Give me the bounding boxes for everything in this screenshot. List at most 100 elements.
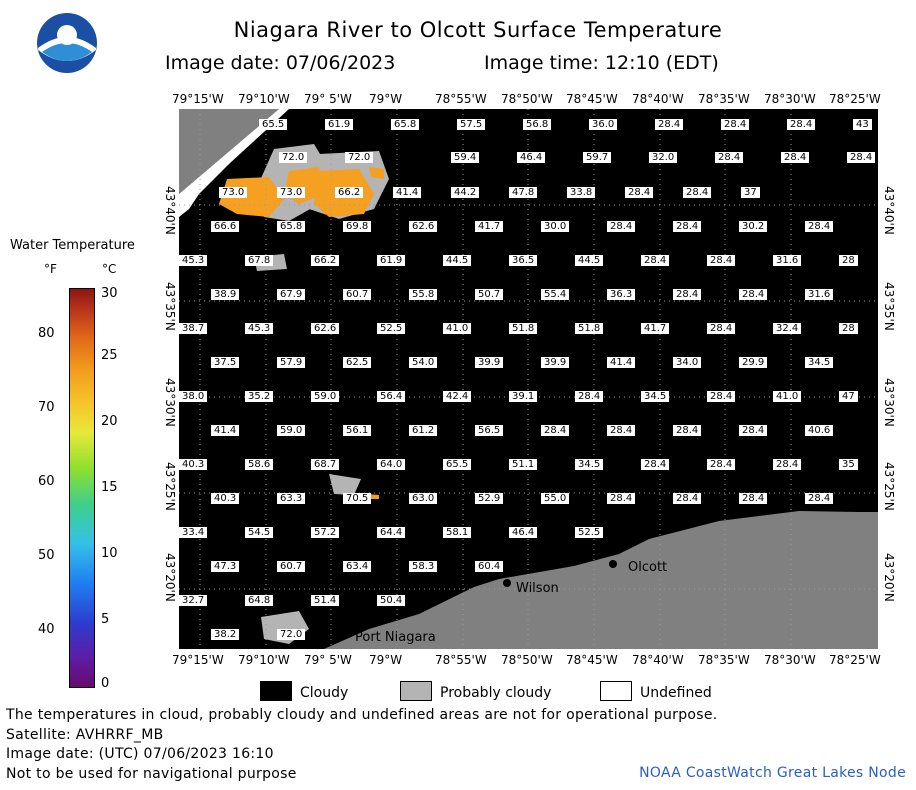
probably-cloudy-label: Probably cloudy xyxy=(440,685,552,701)
temperature-value: 28.4 xyxy=(739,493,768,504)
temperature-value: 62.6 xyxy=(311,323,340,334)
temperature-value: 57.9 xyxy=(277,357,306,368)
temperature-value: 37.5 xyxy=(211,357,240,368)
temperature-value: 60.7 xyxy=(277,561,306,572)
temperature-value: 39.9 xyxy=(475,357,504,368)
temperature-value: 47.8 xyxy=(509,187,538,198)
image-time: Image time: 12:10 (EDT) xyxy=(484,52,719,74)
temperature-value: 28 xyxy=(839,323,858,334)
longitude-label: 78°50'W xyxy=(501,653,553,667)
temperature-value: 69.8 xyxy=(343,221,372,232)
temperature-value: 28.4 xyxy=(773,459,802,470)
latitude-label: 43°25'N xyxy=(163,462,177,511)
temperature-value: 56.4 xyxy=(377,391,406,402)
temperature-value: 28.4 xyxy=(655,119,684,130)
temperature-value: 34.5 xyxy=(805,357,834,368)
temperature-value: 31.6 xyxy=(805,289,834,300)
unit-celsius: °C xyxy=(102,262,117,276)
temperature-value: 41.0 xyxy=(443,323,472,334)
temperature-value: 40.6 xyxy=(805,425,834,436)
latitude-label: 43°40'N xyxy=(882,186,896,235)
temperature-value: 72.0 xyxy=(345,152,374,163)
temperature-value: 52.9 xyxy=(475,493,504,504)
temperature-value: 55.4 xyxy=(541,289,570,300)
temperature-value: 28.4 xyxy=(715,152,744,163)
longitude-label: 78°45'W xyxy=(566,92,618,106)
longitude-label: 78°55'W xyxy=(435,653,487,667)
latitude-label: 43°35'N xyxy=(882,282,896,331)
temperature-value: 28.4 xyxy=(707,323,736,334)
noaa-logo xyxy=(36,12,98,74)
temperature-value: 35.2 xyxy=(245,391,274,402)
temperature-value: 28.4 xyxy=(721,119,750,130)
temperature-value: 58.6 xyxy=(245,459,274,470)
place-olcott: Olcott xyxy=(628,560,668,575)
temperature-value: 38.2 xyxy=(211,629,240,640)
temperature-value: 28.4 xyxy=(739,289,768,300)
olcott-marker xyxy=(609,560,617,568)
temperature-value: 64.4 xyxy=(377,527,406,538)
temperature-value: 56.1 xyxy=(343,425,372,436)
fahrenheit-tick: 60 xyxy=(38,474,55,489)
temperature-value: 66.2 xyxy=(311,255,340,266)
temperature-value: 42.4 xyxy=(443,391,472,402)
temperature-value: 28.4 xyxy=(641,459,670,470)
temperature-value: 54.5 xyxy=(245,527,274,538)
temperature-value: 50.7 xyxy=(475,289,504,300)
latitude-label: 43°35'N xyxy=(163,282,177,331)
temperature-value: 28.4 xyxy=(575,391,604,402)
temperature-value: 67.8 xyxy=(245,255,274,266)
temperature-value: 28.4 xyxy=(805,221,834,232)
cloudy-swatch xyxy=(260,681,292,701)
temperature-value: 57.5 xyxy=(457,119,486,130)
temperature-value: 64.0 xyxy=(377,459,406,470)
footer-satellite: Satellite: AVHRRF_MB xyxy=(6,727,164,743)
temperature-value: 60.4 xyxy=(475,561,504,572)
temperature-value: 52.5 xyxy=(377,323,406,334)
temperature-value: 61.9 xyxy=(325,119,354,130)
temperature-value: 40.3 xyxy=(179,459,208,470)
temperature-value: 28.4 xyxy=(607,221,636,232)
longitude-label: 78°50'W xyxy=(501,92,553,106)
latitude-label: 43°20'N xyxy=(882,553,896,602)
temperature-value: 51.1 xyxy=(509,459,538,470)
temperature-value: 28.4 xyxy=(673,221,702,232)
temperature-value: 28.4 xyxy=(781,152,810,163)
temperature-value: 59.0 xyxy=(277,425,306,436)
temperature-value: 58.1 xyxy=(443,527,472,538)
fahrenheit-tick: 70 xyxy=(38,400,55,415)
temperature-value: 35 xyxy=(839,459,858,470)
undefined-swatch xyxy=(600,681,632,701)
temperature-value: 28.4 xyxy=(607,493,636,504)
temperature-value: 44.5 xyxy=(575,255,604,266)
fahrenheit-tick: 80 xyxy=(38,326,55,341)
celsius-tick: 15 xyxy=(101,480,118,495)
temperature-value: 45.3 xyxy=(179,255,208,266)
longitude-label: 79°10'W xyxy=(238,92,290,106)
temperature-value: 32.0 xyxy=(649,152,678,163)
temperature-value: 28.4 xyxy=(541,425,570,436)
temperature-value: 55.8 xyxy=(409,289,438,300)
longitude-label: 78°40'W xyxy=(632,92,684,106)
temperature-value: 39.1 xyxy=(509,391,538,402)
temperature-value: 28.4 xyxy=(805,493,834,504)
temperature-value: 43 xyxy=(853,119,872,130)
page-title: Niagara River to Olcott Surface Temperat… xyxy=(233,18,723,42)
longitude-label: 79° 5'W xyxy=(304,653,352,667)
temperature-value: 28.4 xyxy=(707,255,736,266)
temperature-value: 28.4 xyxy=(787,119,816,130)
celsius-tick: 5 xyxy=(101,612,110,627)
temperature-value: 60.7 xyxy=(343,289,372,300)
temperature-value: 51.4 xyxy=(311,595,340,606)
temperature-value: 46.4 xyxy=(517,152,546,163)
temperature-value: 30.0 xyxy=(541,221,570,232)
temperature-value: 44.2 xyxy=(451,187,480,198)
temperature-value: 59.4 xyxy=(451,152,480,163)
temperature-value: 61.2 xyxy=(409,425,438,436)
celsius-tick: 25 xyxy=(101,348,118,363)
temperature-value: 33.4 xyxy=(179,527,208,538)
temperature-value: 57.2 xyxy=(311,527,340,538)
longitude-label: 78°45'W xyxy=(566,653,618,667)
longitude-label: 78°35'W xyxy=(698,653,750,667)
longitude-label: 78°35'W xyxy=(698,92,750,106)
